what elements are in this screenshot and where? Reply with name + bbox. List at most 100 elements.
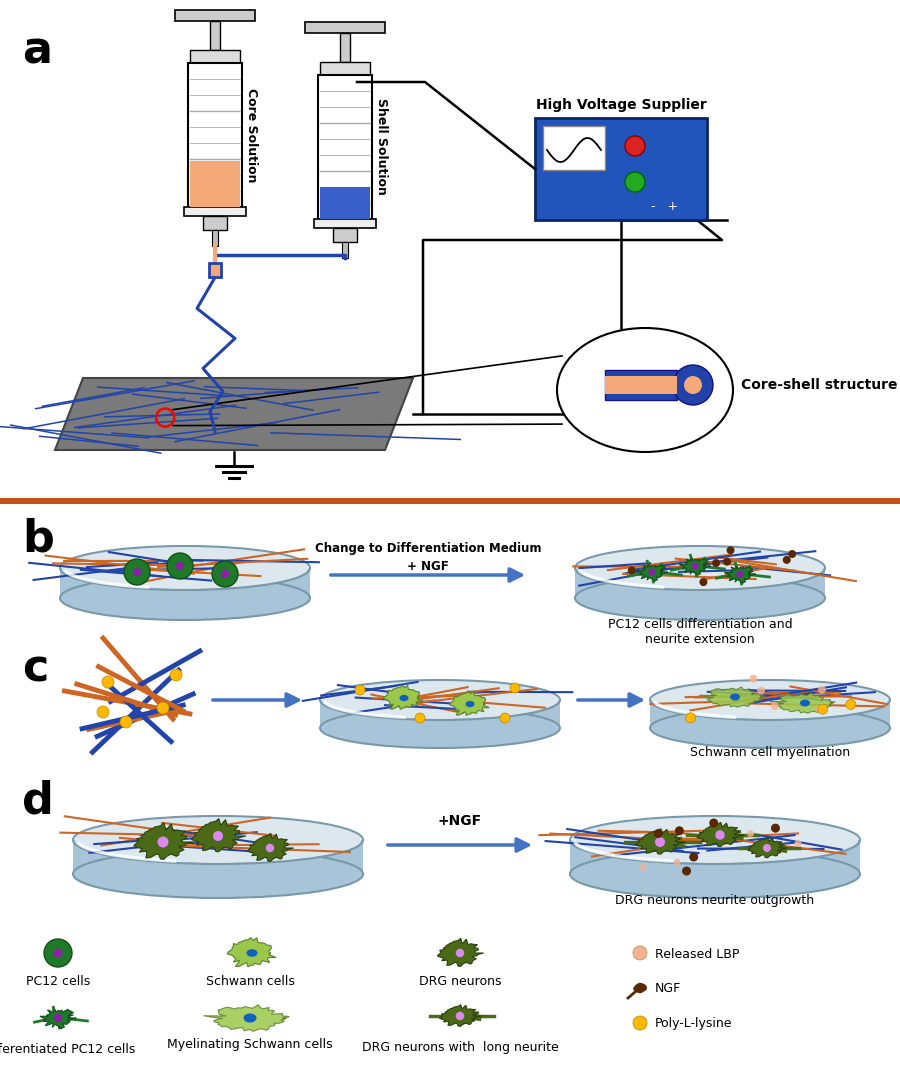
Circle shape — [455, 949, 464, 957]
Ellipse shape — [572, 817, 858, 862]
Circle shape — [176, 562, 184, 571]
Ellipse shape — [244, 1014, 256, 1023]
FancyBboxPatch shape — [535, 118, 707, 220]
Text: c: c — [22, 648, 49, 692]
Polygon shape — [437, 939, 483, 966]
Ellipse shape — [800, 699, 810, 707]
Bar — [543, 126, 605, 170]
Bar — [305, 22, 385, 33]
Circle shape — [818, 686, 826, 694]
Circle shape — [712, 559, 720, 567]
Circle shape — [699, 578, 707, 586]
Circle shape — [633, 1016, 647, 1030]
Polygon shape — [60, 568, 310, 598]
Circle shape — [510, 683, 520, 693]
Polygon shape — [570, 840, 860, 874]
Circle shape — [640, 864, 646, 871]
Polygon shape — [383, 685, 423, 709]
Bar — [212, 230, 218, 246]
Circle shape — [783, 555, 791, 564]
Text: b: b — [22, 518, 54, 561]
Circle shape — [44, 939, 72, 967]
Circle shape — [124, 559, 150, 585]
Circle shape — [212, 561, 238, 587]
Circle shape — [788, 550, 796, 558]
Text: High Voltage Supplier: High Voltage Supplier — [536, 98, 706, 112]
Polygon shape — [134, 823, 194, 859]
Bar — [190, 50, 239, 63]
Ellipse shape — [577, 547, 823, 589]
Circle shape — [220, 570, 230, 578]
Polygon shape — [699, 687, 765, 707]
Circle shape — [157, 702, 169, 714]
Circle shape — [213, 831, 223, 841]
Polygon shape — [635, 829, 685, 854]
Polygon shape — [636, 564, 668, 582]
Polygon shape — [650, 700, 890, 729]
Circle shape — [686, 713, 696, 723]
Text: Released LBP: Released LBP — [655, 947, 740, 960]
Circle shape — [53, 949, 62, 957]
Circle shape — [158, 836, 168, 847]
Text: DRG neurons: DRG neurons — [418, 975, 501, 988]
Text: PC12 cells: PC12 cells — [26, 975, 90, 988]
Text: Myelinating Schwann cells: Myelinating Schwann cells — [167, 1038, 333, 1051]
Polygon shape — [439, 1005, 482, 1026]
Ellipse shape — [322, 681, 558, 719]
Ellipse shape — [650, 708, 890, 748]
Circle shape — [675, 827, 684, 835]
Text: DRG neurons neurite outgrowth: DRG neurons neurite outgrowth — [616, 894, 814, 907]
Circle shape — [726, 547, 734, 554]
Polygon shape — [248, 833, 293, 861]
Text: PC12 cells differentiation and
neurite extension: PC12 cells differentiation and neurite e… — [608, 617, 792, 646]
Bar — [320, 187, 370, 219]
Circle shape — [674, 859, 680, 866]
Text: + NGF: + NGF — [407, 560, 449, 573]
Ellipse shape — [557, 328, 733, 452]
Circle shape — [770, 702, 778, 710]
Polygon shape — [697, 822, 744, 846]
Circle shape — [723, 558, 731, 565]
Text: +NGF: +NGF — [438, 813, 482, 828]
Circle shape — [684, 376, 702, 394]
Text: Schwann cells: Schwann cells — [205, 975, 294, 988]
Circle shape — [736, 571, 743, 577]
Circle shape — [102, 676, 114, 688]
Polygon shape — [575, 568, 825, 598]
Text: Core-shell structure: Core-shell structure — [741, 378, 897, 392]
Ellipse shape — [247, 950, 257, 957]
Circle shape — [750, 675, 758, 683]
Bar — [0, 498, 900, 504]
Circle shape — [266, 844, 274, 853]
Circle shape — [625, 172, 645, 192]
Circle shape — [691, 562, 698, 570]
Circle shape — [763, 844, 771, 852]
Ellipse shape — [320, 708, 560, 748]
Bar — [318, 75, 373, 219]
Bar — [333, 229, 357, 242]
Text: Schwann cell myelination: Schwann cell myelination — [690, 746, 850, 759]
Circle shape — [628, 566, 635, 574]
Circle shape — [54, 1014, 62, 1023]
Circle shape — [689, 853, 698, 861]
Bar — [605, 370, 677, 400]
Ellipse shape — [730, 694, 740, 700]
Circle shape — [673, 365, 713, 405]
Circle shape — [120, 715, 132, 729]
Circle shape — [818, 705, 828, 714]
Circle shape — [815, 705, 824, 713]
Ellipse shape — [575, 576, 825, 620]
Circle shape — [355, 685, 365, 695]
Polygon shape — [55, 378, 413, 450]
Ellipse shape — [652, 681, 888, 719]
Polygon shape — [228, 938, 276, 967]
Ellipse shape — [75, 817, 361, 862]
Circle shape — [500, 713, 510, 723]
Bar — [342, 242, 347, 258]
Polygon shape — [770, 693, 835, 713]
Ellipse shape — [570, 851, 860, 898]
Bar — [320, 62, 370, 75]
Ellipse shape — [73, 851, 363, 898]
Circle shape — [709, 819, 718, 828]
Circle shape — [846, 699, 856, 709]
